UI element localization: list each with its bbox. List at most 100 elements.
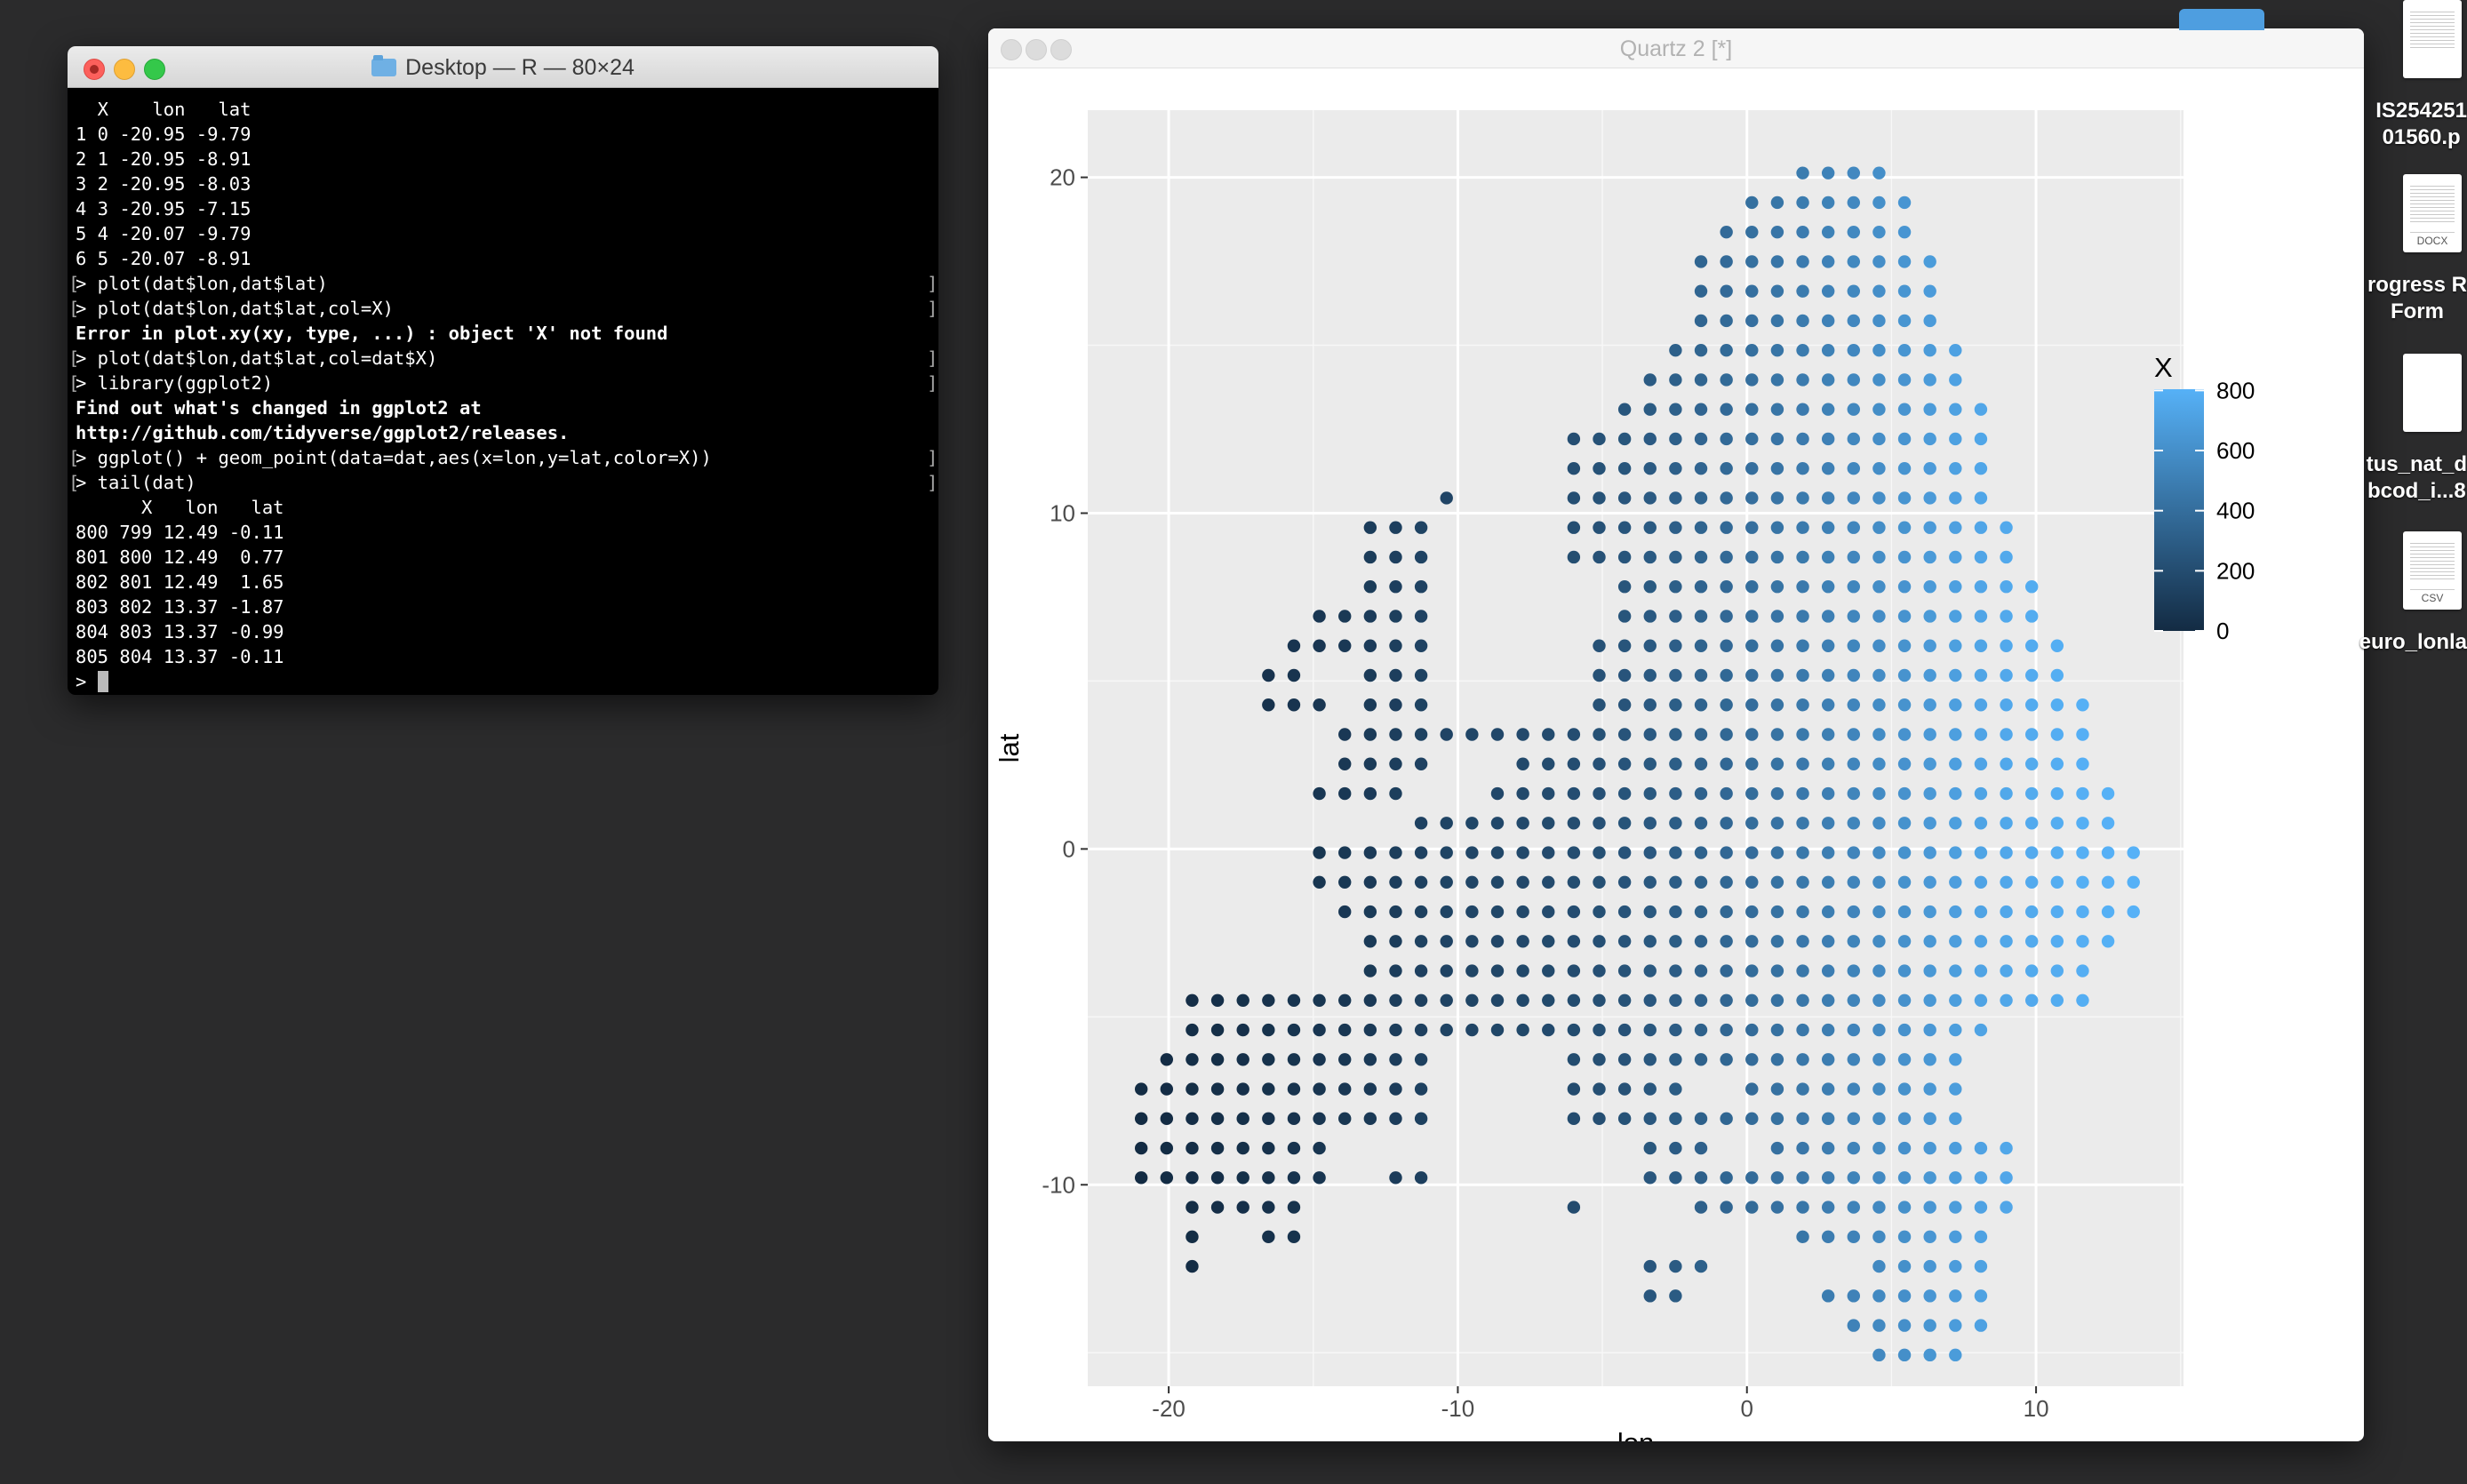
data-point — [1516, 905, 1529, 919]
data-point — [1949, 462, 1962, 475]
data-point — [1389, 964, 1402, 977]
data-point — [1313, 639, 1326, 652]
docx-document-icon[interactable]: DOCX — [2403, 174, 2462, 252]
data-point — [1745, 1082, 1759, 1096]
data-point — [1796, 786, 1809, 801]
data-point — [1745, 1201, 1759, 1214]
data-point — [1694, 373, 1708, 387]
data-point — [1643, 668, 1657, 682]
data-point — [1847, 668, 1860, 682]
quartz-titlebar[interactable]: Quartz 2 [*] — [988, 28, 2364, 68]
data-point — [1720, 639, 1733, 652]
desktop-item-label[interactable]: rogress R Form — [2367, 272, 2467, 325]
data-point — [1872, 521, 1886, 534]
data-point — [1821, 403, 1835, 416]
data-point — [1490, 1023, 1505, 1037]
data-point — [1490, 993, 1505, 1007]
data-point — [1720, 373, 1733, 387]
data-point — [1694, 284, 1708, 298]
desktop-item-label[interactable]: tus_nat_d bcod_i...8 — [2367, 451, 2467, 505]
data-point — [1262, 698, 1275, 712]
terminal-output-line: Error in plot.xy(xy, type, ...) : object… — [76, 323, 668, 344]
data-point — [1593, 757, 1606, 770]
data-point — [1262, 993, 1275, 1007]
data-point — [1567, 1053, 1581, 1066]
data-point — [1872, 432, 1886, 446]
quartz-plot-window[interactable]: Quartz 2 [*] -20 -10 0 10 -10 0 10 20 lon lat X 0 20… — [988, 28, 2364, 1441]
data-point — [1593, 817, 1606, 830]
data-point — [1872, 935, 1886, 948]
data-point — [2025, 728, 2039, 741]
data-point — [1593, 550, 1606, 564]
data-point — [1287, 993, 1301, 1007]
data-point — [1949, 964, 1962, 977]
zoom-window-button[interactable] — [144, 59, 165, 80]
data-point — [1694, 875, 1708, 889]
minimize-window-button[interactable] — [1026, 39, 1047, 60]
data-point — [1923, 462, 1936, 475]
terminal-prompt-line[interactable]: > — [76, 669, 938, 694]
desktop-item-label[interactable]: IS254251 01560.p — [2375, 98, 2467, 151]
data-point — [1897, 993, 1912, 1007]
data-point — [1847, 491, 1860, 505]
data-point — [1923, 1289, 1936, 1303]
data-point — [2000, 786, 2013, 801]
desktop-item-label[interactable]: euro_lonla — [2359, 629, 2467, 656]
data-point — [1872, 1171, 1886, 1185]
data-point — [1897, 491, 1912, 505]
data-point — [1236, 1201, 1249, 1214]
data-point — [1974, 875, 1988, 889]
data-point — [1796, 403, 1809, 416]
data-point — [1617, 817, 1632, 830]
data-point — [1414, 964, 1428, 977]
data-point — [1669, 462, 1682, 475]
data-point — [1490, 905, 1505, 919]
data-point — [1210, 993, 1225, 1007]
data-point — [1465, 964, 1479, 977]
data-point — [1821, 935, 1835, 948]
data-point — [1363, 580, 1377, 594]
terminal-window[interactable]: Desktop — R — 80×24 X lon lat 1 0 -20.95 … — [68, 46, 938, 695]
data-point — [1567, 846, 1581, 859]
document-lines — [2410, 9, 2455, 50]
folder-icon[interactable] — [2179, 9, 2264, 30]
data-point — [1821, 195, 1835, 210]
pdf-document-icon[interactable] — [2403, 0, 2462, 78]
terminal-titlebar[interactable]: Desktop — R — 80×24 — [68, 46, 938, 88]
zoom-window-button[interactable] — [1050, 39, 1072, 60]
data-point — [1872, 1082, 1886, 1096]
data-point — [1796, 580, 1809, 594]
terminal-output[interactable]: X lon lat 1 0 -20.95 -9.79 2 1 -20.95 -8.9… — [68, 88, 938, 694]
data-point — [1643, 580, 1657, 594]
data-point — [1897, 314, 1912, 328]
data-point — [1643, 550, 1657, 564]
data-point — [1287, 1141, 1301, 1155]
data-point — [1593, 728, 1606, 741]
data-point — [1796, 817, 1809, 830]
data-point — [1796, 462, 1809, 475]
data-point — [1694, 964, 1708, 977]
data-point — [1694, 698, 1708, 712]
data-point — [1897, 698, 1912, 712]
data-point — [1796, 1171, 1809, 1185]
data-point — [1897, 610, 1912, 623]
close-window-button[interactable] — [1001, 39, 1022, 60]
data-point — [1617, 403, 1632, 416]
data-point — [1389, 580, 1402, 594]
data-point — [1669, 817, 1682, 830]
data-point — [1897, 1112, 1912, 1126]
blank-document-icon[interactable] — [2403, 354, 2462, 432]
data-point — [1669, 1112, 1682, 1126]
data-point — [1872, 639, 1886, 652]
csv-document-icon[interactable]: CSV — [2403, 531, 2462, 610]
desktop-item-label-line: tus_nat_d — [2366, 452, 2467, 476]
minimize-window-button[interactable] — [114, 59, 135, 80]
data-point — [1669, 964, 1682, 977]
data-point — [1847, 1023, 1860, 1037]
data-point — [1949, 521, 1962, 534]
data-point — [1821, 728, 1835, 741]
data-point — [1872, 1112, 1886, 1126]
data-point — [1465, 905, 1479, 919]
data-point — [1516, 935, 1529, 948]
close-window-button[interactable] — [84, 59, 105, 80]
